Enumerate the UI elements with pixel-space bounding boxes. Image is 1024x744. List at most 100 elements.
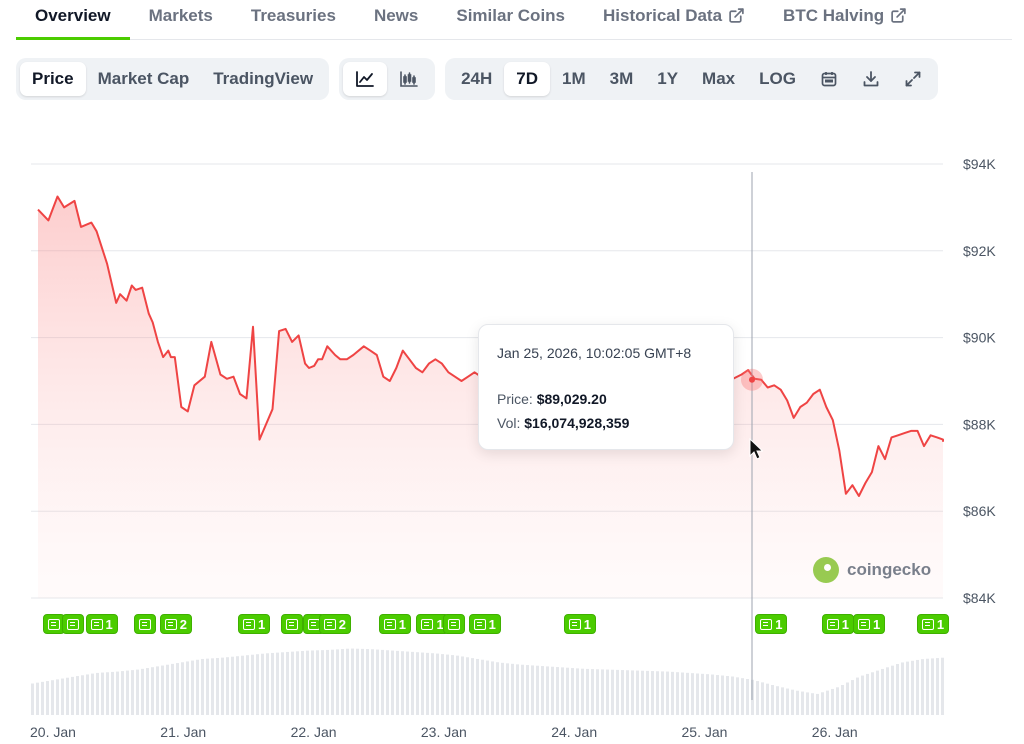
news-marker[interactable]: 1 <box>821 614 854 634</box>
volume-bar <box>581 668 584 715</box>
volume-bar <box>101 672 104 715</box>
volume-bar <box>626 670 629 715</box>
log-scale-button[interactable]: LOG <box>759 69 796 88</box>
line-chart-button[interactable] <box>343 62 388 96</box>
tab-similar-coins-label: Similar Coins <box>456 5 565 25</box>
news-marker[interactable]: 1 <box>563 614 596 634</box>
news-marker[interactable]: 1 <box>852 614 886 634</box>
news-marker[interactable] <box>280 614 303 634</box>
range-1m-button[interactable]: 1M <box>561 69 586 88</box>
volume-bar <box>166 664 169 715</box>
newspaper-icon <box>383 618 396 630</box>
volume-bar <box>251 654 254 715</box>
news-count: 1 <box>398 616 406 632</box>
volume-bar <box>741 678 744 715</box>
volume-bar <box>31 683 34 715</box>
news-marker[interactable] <box>133 614 156 634</box>
volume-bar <box>461 656 464 715</box>
volume-bar <box>171 663 174 715</box>
news-marker[interactable]: 2 <box>318 614 351 634</box>
volume-bar <box>846 682 849 715</box>
volume-bar <box>351 648 354 715</box>
volume-bar <box>111 671 114 715</box>
volume-bar <box>586 668 589 715</box>
volume-bar <box>706 674 709 715</box>
range-24h-button[interactable]: 24H <box>461 69 493 88</box>
news-marker[interactable]: 2 <box>159 614 193 634</box>
tab-btc-halving-label: BTC Halving <box>783 5 885 25</box>
watermark-text: coingecko <box>847 560 932 579</box>
volume-bar <box>666 671 669 715</box>
news-marker[interactable]: 1 <box>237 614 271 634</box>
calendar-button[interactable] <box>808 62 850 96</box>
volume-bar <box>771 684 774 715</box>
news-marker[interactable] <box>62 614 85 634</box>
news-marker[interactable]: 1 <box>378 614 411 634</box>
candlestick-icon <box>400 71 418 87</box>
y-tick-label: $94K <box>963 156 996 172</box>
volume-bar <box>131 670 134 715</box>
range-7d-button[interactable]: 7D <box>504 62 550 96</box>
tab-overview[interactable]: Overview <box>16 0 130 40</box>
news-marker[interactable]: 1 <box>85 614 118 634</box>
news-marker[interactable]: 1 <box>468 614 501 634</box>
range-max-button[interactable]: Max <box>702 69 736 88</box>
volume-bar <box>291 651 294 715</box>
volume-bar <box>791 689 794 715</box>
volume-bar <box>896 664 899 715</box>
volume-bar <box>296 651 299 715</box>
volume-bar <box>906 661 909 715</box>
volume-bar <box>776 686 779 715</box>
volume-bar <box>676 672 679 715</box>
newspaper-icon <box>857 618 870 630</box>
volume-bar <box>931 658 934 715</box>
tab-news[interactable]: News <box>355 0 437 40</box>
newspaper-icon <box>921 618 934 630</box>
tab-btc-halving[interactable]: BTC Halving <box>764 0 926 40</box>
news-marker[interactable]: 1 <box>916 614 950 634</box>
download-button[interactable] <box>850 62 892 96</box>
volume-bar <box>271 652 274 715</box>
volume-bar <box>726 676 729 715</box>
tradingview-view-button[interactable]: TradingView <box>213 69 314 88</box>
volume-bar <box>346 648 349 715</box>
volume-bar <box>326 649 329 715</box>
tab-historical-data[interactable]: Historical Data <box>584 0 764 40</box>
volume-bar <box>486 660 489 715</box>
tab-treasuries[interactable]: Treasuries <box>232 0 355 40</box>
tab-markets[interactable]: Markets <box>130 0 232 40</box>
volume-bar <box>341 649 344 715</box>
volume-bar <box>901 662 904 715</box>
price-view-button[interactable]: Price <box>20 62 86 96</box>
volume-bar <box>386 650 389 715</box>
news-marker[interactable] <box>442 614 465 634</box>
volume-bar <box>336 649 339 715</box>
line-chart-icon <box>356 71 374 87</box>
volume-bar <box>701 673 704 715</box>
volume-bar <box>231 656 234 715</box>
news-marker[interactable]: 1 <box>755 614 788 634</box>
news-marker[interactable]: 1 <box>416 614 449 634</box>
expand-button[interactable] <box>892 62 934 96</box>
tab-similar-coins[interactable]: Similar Coins <box>437 0 584 40</box>
x-tick-label: 25. Jan <box>682 724 728 740</box>
volume-bar <box>601 669 604 715</box>
volume-bar <box>631 670 634 715</box>
range-3m-button[interactable]: 3M <box>609 69 634 88</box>
market-cap-view-button[interactable]: Market Cap <box>97 69 190 88</box>
volume-bar <box>371 649 374 715</box>
x-tick-label: 24. Jan <box>551 724 597 740</box>
volume-bar <box>401 651 404 715</box>
volume-bar <box>116 671 119 715</box>
volume-bar <box>306 650 309 715</box>
download-icon <box>863 71 879 87</box>
coingecko-logo-icon <box>813 557 839 583</box>
candlestick-chart-button[interactable] <box>387 62 431 96</box>
volume-bar <box>221 657 224 715</box>
volume-bar <box>426 652 429 715</box>
volume-bar <box>816 693 819 715</box>
range-1y-button[interactable]: 1Y <box>657 69 679 88</box>
volume-bar <box>281 652 284 715</box>
view-selector: Price Market Cap TradingView <box>16 58 330 100</box>
newspaper-icon <box>47 618 60 630</box>
